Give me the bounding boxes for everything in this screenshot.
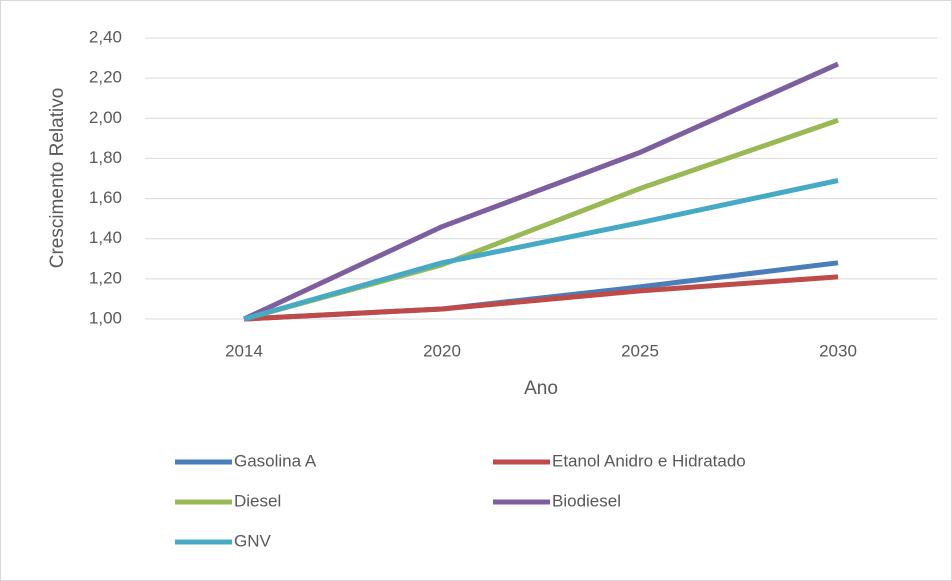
x-tick-label: 2014 — [225, 341, 263, 360]
series-line — [242, 61, 840, 322]
y-tick-label: 1,00 — [89, 308, 122, 327]
series-line — [243, 178, 839, 322]
y-tick-label: 2,40 — [89, 27, 122, 46]
x-axis-label: Ano — [524, 378, 558, 399]
legend-label: Gasolina A — [234, 451, 317, 470]
y-tick-label: 1,60 — [89, 188, 122, 207]
legend-label: Biodiesel — [552, 491, 621, 510]
y-tick-label: 2,20 — [89, 68, 122, 87]
legend-label: GNV — [234, 531, 272, 550]
x-tick-label: 2030 — [819, 341, 857, 360]
x-tick-label: 2020 — [423, 341, 461, 360]
legend-label: Etanol Anidro e Hidratado — [552, 451, 746, 470]
legend-label: Diesel — [234, 491, 281, 510]
series-line — [243, 274, 839, 322]
y-axis-label: Crescimento Relativo — [47, 88, 68, 269]
y-tick-label: 1,20 — [89, 268, 122, 287]
x-tick-label: 2025 — [621, 341, 659, 360]
y-tick-label: 2,00 — [89, 108, 122, 127]
y-tick-label: 1,80 — [89, 148, 122, 167]
y-tick-label: 1,40 — [89, 228, 122, 247]
